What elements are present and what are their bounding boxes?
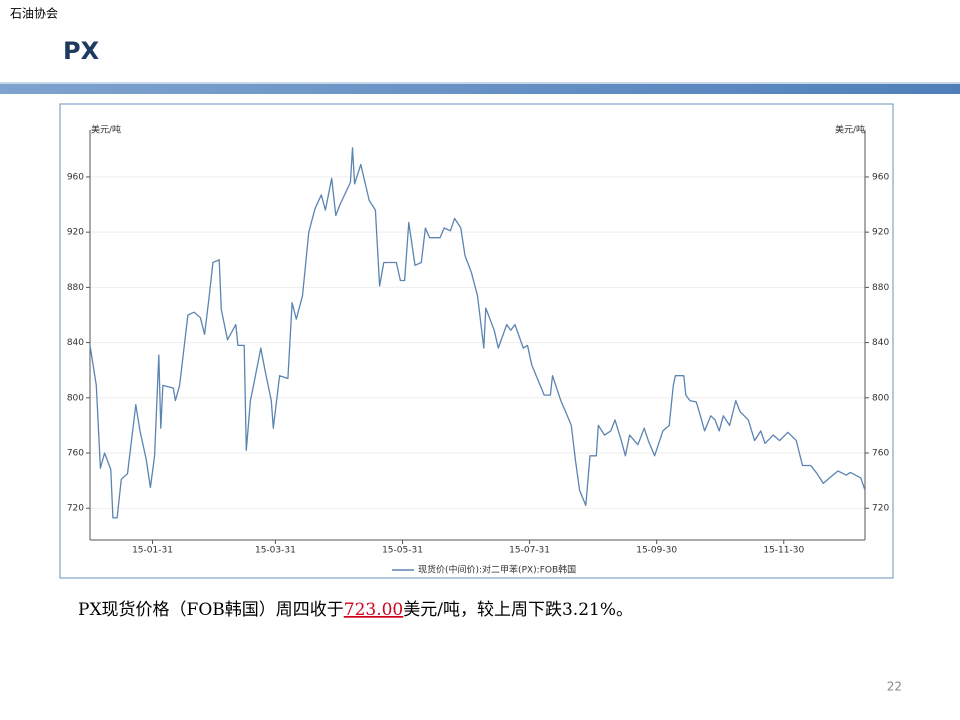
y2-tick-label: 720 (872, 504, 889, 514)
slide-title: PX (63, 37, 100, 65)
y2-tick-label: 800 (872, 393, 889, 403)
x-tick-label: 15-11-30 (763, 546, 804, 556)
series-line (89, 147, 866, 519)
x-tick-label: 15-01-31 (132, 546, 173, 556)
caption: PX现货价格（FOB韩国）周四收于723.00美元/吨，较上周下跌3.21%。 (78, 600, 633, 620)
y-tick-label: 960 (67, 172, 84, 182)
y-tick-label: 800 (67, 393, 84, 403)
y2-tick-label: 840 (872, 338, 889, 348)
y2-tick-label: 960 (872, 172, 889, 182)
y2-tick-label: 880 (872, 283, 889, 293)
y-unit-left: 美元/吨 (91, 124, 121, 136)
y-unit-right: 美元/吨 (835, 124, 865, 136)
x-tick-label: 15-05-31 (382, 546, 423, 556)
caption-suffix: 美元/吨，较上周下跌3.21%。 (403, 600, 633, 620)
y-tick-label: 760 (67, 449, 84, 459)
header-bar (0, 84, 960, 94)
legend-label: 现货价(中间价):对二甲苯(PX):FOB韩国 (418, 564, 576, 576)
y2-tick-label: 760 (872, 449, 889, 459)
header-rule (0, 82, 960, 84)
chart-frame (59, 103, 894, 579)
caption-value: 723.00 (344, 600, 403, 620)
x-tick-label: 15-09-30 (636, 546, 677, 556)
x-tick-label: 15-03-31 (255, 546, 296, 556)
y-tick-label: 720 (67, 504, 84, 514)
page-number: 22 (887, 680, 902, 694)
caption-prefix: PX现货价格（FOB韩国）周四收于 (78, 600, 344, 620)
y-tick-label: 840 (67, 338, 84, 348)
y-tick-label: 920 (67, 228, 84, 238)
y2-tick-label: 920 (872, 228, 889, 238)
x-tick-label: 15-07-31 (509, 546, 550, 556)
org-label: 石油协会 (10, 6, 58, 21)
y-tick-label: 880 (67, 283, 84, 293)
